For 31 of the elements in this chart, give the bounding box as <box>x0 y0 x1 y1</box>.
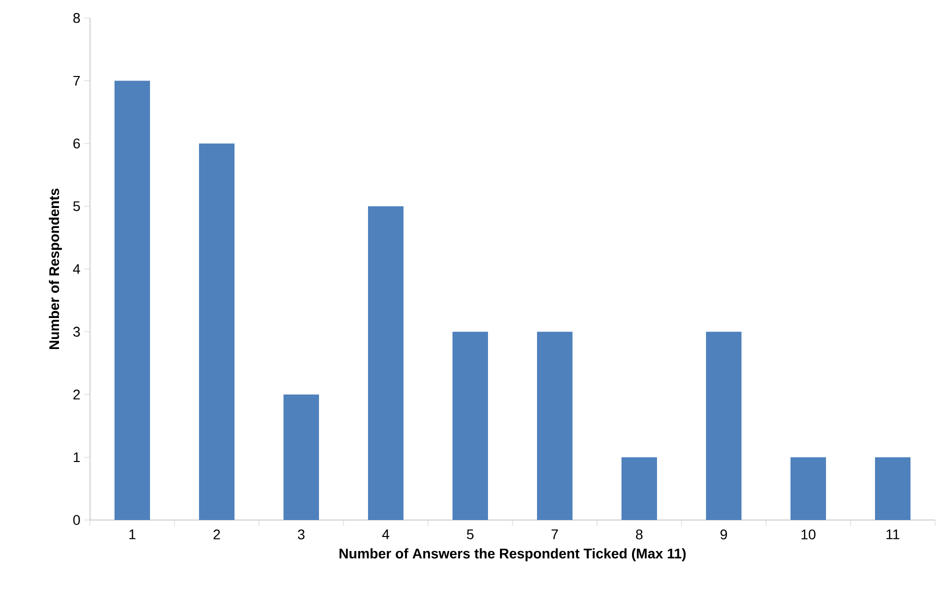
x-tick-label: 10 <box>802 530 816 540</box>
x-tick-label: 5 <box>466 530 474 540</box>
x-axis-title: Number of Answers the Respondent Ticked (Max 11) <box>340 548 686 562</box>
y-tick-label: 3 <box>73 326 80 337</box>
bar <box>199 143 234 520</box>
x-tick-label: 7 <box>552 530 558 540</box>
bar <box>622 457 657 520</box>
bar <box>284 394 319 520</box>
y-tick-label: 5 <box>73 201 80 212</box>
x-tick-label: 1 <box>129 530 136 540</box>
bar <box>537 332 572 520</box>
y-tick-label: 4 <box>73 264 80 274</box>
y-tick-label: 0 <box>73 515 80 525</box>
x-tick-label: 3 <box>298 530 305 540</box>
y-tick-label: 6 <box>73 138 80 148</box>
bar <box>875 457 910 520</box>
x-tick-label: 4 <box>382 530 390 540</box>
y-tick-label: 8 <box>73 13 80 23</box>
y-tick-label: 1 <box>74 452 80 462</box>
x-tick-label: 8 <box>636 530 643 540</box>
bar <box>790 457 826 520</box>
x-tick-label: 9 <box>720 530 727 540</box>
bar <box>114 80 150 520</box>
x-tick-label: 11 <box>886 530 900 540</box>
x-tick-label: 2 <box>214 530 220 540</box>
y-tick-label: 7 <box>73 76 80 86</box>
bar <box>706 332 742 520</box>
y-tick-label: 2 <box>73 390 80 400</box>
y-axis-title: Number of Respondents <box>48 188 62 350</box>
bar <box>452 332 488 520</box>
bar <box>368 206 404 520</box>
